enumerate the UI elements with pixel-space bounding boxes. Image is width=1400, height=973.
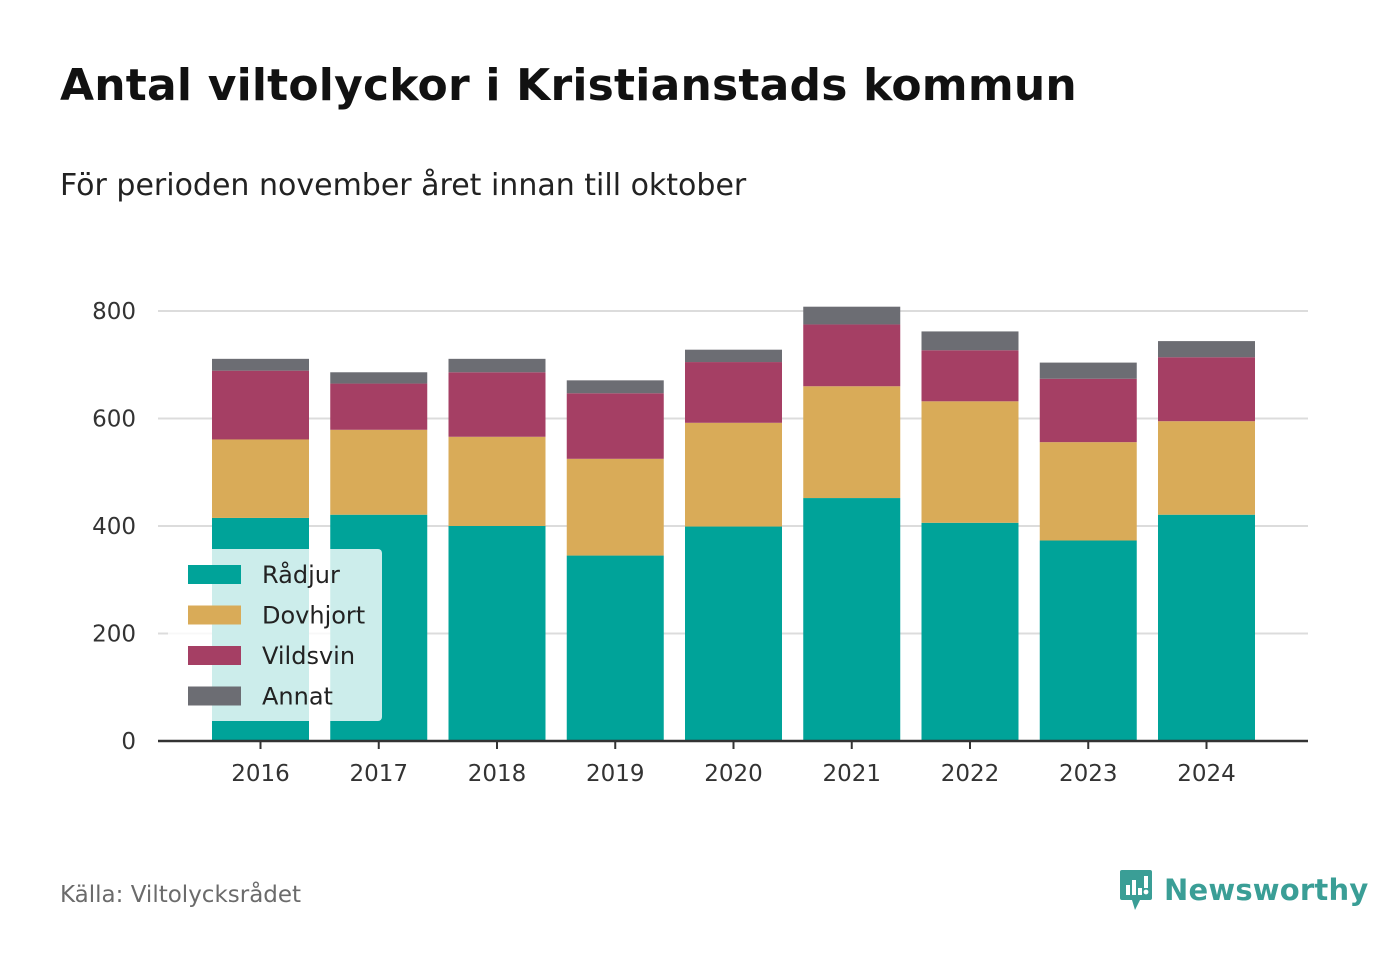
bar-2018-Vildsvin xyxy=(448,372,546,437)
y-tick-label: 400 xyxy=(92,514,136,540)
y-tick-label: 800 xyxy=(92,299,136,325)
bar-2024-Vildsvin xyxy=(1158,357,1255,422)
legend-label: Vildsvin xyxy=(262,642,355,670)
bar-2023-Rådjur xyxy=(1039,540,1137,741)
x-tick-label: 2021 xyxy=(822,761,881,787)
bar-2017-Dovhjort xyxy=(330,429,428,515)
bar-2022-Rådjur xyxy=(921,522,1019,741)
bar-2016-Annat xyxy=(212,358,309,371)
chart-subtitle: För perioden november året innan till ok… xyxy=(60,168,747,203)
x-tick-label: 2018 xyxy=(468,761,527,787)
legend-swatch xyxy=(188,646,241,665)
bar-2024-Rådjur xyxy=(1158,514,1255,741)
x-tick-label: 2016 xyxy=(231,761,290,787)
x-tick-label: 2022 xyxy=(941,761,1000,787)
bar-2017-Vildsvin xyxy=(330,383,428,430)
bar-2022-Vildsvin xyxy=(921,350,1019,402)
bar-2021-Dovhjort xyxy=(803,386,901,499)
bar-2019-Dovhjort xyxy=(566,458,664,556)
legend-swatch xyxy=(188,565,241,584)
bar-2023-Dovhjort xyxy=(1039,442,1137,541)
bar-2017-Annat xyxy=(330,372,428,384)
bar-2021-Rådjur xyxy=(803,498,901,741)
bar-2023-Vildsvin xyxy=(1039,378,1137,443)
bar-2024-Dovhjort xyxy=(1158,421,1255,515)
y-tick-label: 200 xyxy=(92,622,136,648)
legend-label: Dovhjort xyxy=(262,602,365,630)
x-tick-label: 2017 xyxy=(349,761,408,787)
bar-2024-Annat xyxy=(1158,341,1255,358)
x-tick-label: 2019 xyxy=(586,761,645,787)
bar-2016-Dovhjort xyxy=(212,439,309,518)
bar-2021-Annat xyxy=(803,306,901,325)
legend: Rådjur Dovhjort Vildsvin Annat xyxy=(168,549,382,721)
bar-2018-Dovhjort xyxy=(448,436,546,526)
y-tick-label: 600 xyxy=(92,407,136,433)
bar-2023-Annat xyxy=(1039,362,1137,379)
source-note: Källa: Viltolycksrådet xyxy=(60,882,302,908)
newsworthy-logo-icon xyxy=(1120,870,1152,910)
bar-2019-Rådjur xyxy=(566,555,664,741)
bar-2019-Vildsvin xyxy=(566,393,664,459)
bar-2019-Annat xyxy=(566,380,664,394)
bar-2022-Dovhjort xyxy=(921,401,1019,523)
x-tick-label: 2020 xyxy=(704,761,763,787)
legend-swatch xyxy=(188,686,241,706)
bar-2020-Vildsvin xyxy=(685,362,782,423)
bar-2018-Rådjur xyxy=(448,526,546,741)
bar-2016-Vildsvin xyxy=(212,370,309,440)
axes-layer: 0 200 400 600 800 2016 2017 2018 2019 2020 2021 202… xyxy=(92,299,1308,787)
brand-name: Newsworthy xyxy=(1164,873,1369,907)
legend-box xyxy=(168,549,382,721)
bar-2020-Annat xyxy=(685,349,782,363)
bar-2018-Annat xyxy=(448,358,546,373)
chart-title: Antal viltolyckor i Kristianstads kommun xyxy=(60,60,1077,111)
y-tick-label: 0 xyxy=(121,729,136,755)
bar-2022-Annat xyxy=(921,331,1019,351)
legend-label: Rådjur xyxy=(262,560,340,589)
bar-2020-Dovhjort xyxy=(685,422,782,527)
x-tick-label: 2024 xyxy=(1177,761,1236,787)
legend-swatch xyxy=(188,605,241,625)
x-tick-label: 2023 xyxy=(1059,761,1118,787)
legend-label: Annat xyxy=(262,683,333,711)
bar-2020-Rådjur xyxy=(685,526,782,741)
bar-2021-Vildsvin xyxy=(803,324,901,387)
brand-logo: Newsworthy xyxy=(1118,868,1368,912)
